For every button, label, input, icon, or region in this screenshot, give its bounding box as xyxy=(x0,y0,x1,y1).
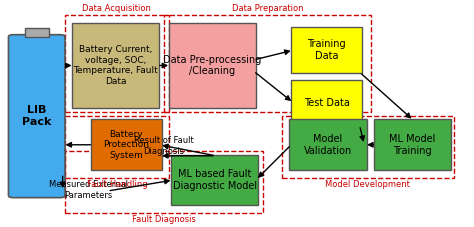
Text: LIB
Pack: LIB Pack xyxy=(22,105,51,127)
FancyBboxPatch shape xyxy=(169,22,256,109)
FancyBboxPatch shape xyxy=(291,27,362,73)
FancyBboxPatch shape xyxy=(291,80,362,126)
Text: Result of Fault
Diagnosis: Result of Fault Diagnosis xyxy=(134,136,194,155)
Text: Battery
Protection
System: Battery Protection System xyxy=(103,130,149,160)
Text: Model Development: Model Development xyxy=(325,180,410,189)
FancyBboxPatch shape xyxy=(9,35,65,198)
Text: ML Model
Training: ML Model Training xyxy=(389,134,436,155)
FancyBboxPatch shape xyxy=(72,22,159,109)
FancyBboxPatch shape xyxy=(25,28,48,37)
FancyBboxPatch shape xyxy=(171,155,258,205)
Text: Data Pre-processing
/Cleaning: Data Pre-processing /Cleaning xyxy=(163,55,262,76)
Text: Data Preparation: Data Preparation xyxy=(232,4,303,13)
Text: Battery Current,
voltage, SOC,
Temperature, Fault
Data: Battery Current, voltage, SOC, Temperatu… xyxy=(73,45,158,86)
Text: Fault Diagnosis: Fault Diagnosis xyxy=(132,215,196,224)
FancyBboxPatch shape xyxy=(289,119,366,170)
Text: Model
Validation: Model Validation xyxy=(303,134,352,155)
Text: ML based Fault
Diagnostic Model: ML based Fault Diagnostic Model xyxy=(173,169,257,191)
FancyBboxPatch shape xyxy=(374,119,451,170)
Text: Test Data: Test Data xyxy=(303,98,349,108)
Text: Training
Data: Training Data xyxy=(307,39,346,61)
Text: Data Acquisition: Data Acquisition xyxy=(82,4,151,13)
Text: Fault Handling: Fault Handling xyxy=(87,180,147,189)
FancyBboxPatch shape xyxy=(91,119,162,170)
Text: Measured External
Parameters: Measured External Parameters xyxy=(49,180,128,200)
